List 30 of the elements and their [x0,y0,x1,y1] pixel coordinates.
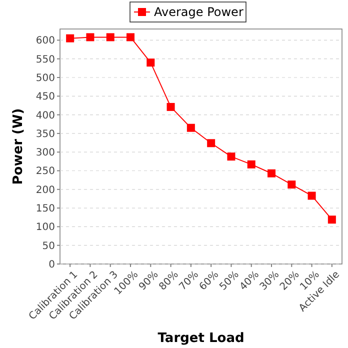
point [308,192,316,200]
y-tick-label: 300 [36,148,55,159]
y-tick-label: 450 [36,92,55,103]
point [328,216,336,224]
point [288,180,296,189]
y-tick-label: 600 [36,36,55,47]
point [106,33,114,42]
y-tick-label: 500 [36,72,55,84]
point [126,33,134,42]
point [227,152,236,161]
y-tick-label: 550 [36,54,55,66]
legend-label: Average Power [154,5,244,20]
point [207,139,216,148]
point [247,160,256,168]
point [186,124,195,132]
y-tick-label: 100 [36,222,55,234]
y-tick-label: 0 [48,260,55,270]
point [66,34,74,42]
point [86,33,94,42]
point [146,58,155,67]
y-tick-label: 250 [36,166,55,178]
point [166,102,175,111]
y-tick-label: 200 [36,184,55,196]
y-tick-label: 350 [36,128,55,140]
point [268,169,276,178]
y-tick-label: 150 [36,204,55,215]
x-axis-title: Target Load [158,331,244,346]
y-axis-title: Power (W) [11,108,26,185]
y-tick-label: 400 [36,110,55,122]
y-tick-label: 50 [42,240,55,252]
